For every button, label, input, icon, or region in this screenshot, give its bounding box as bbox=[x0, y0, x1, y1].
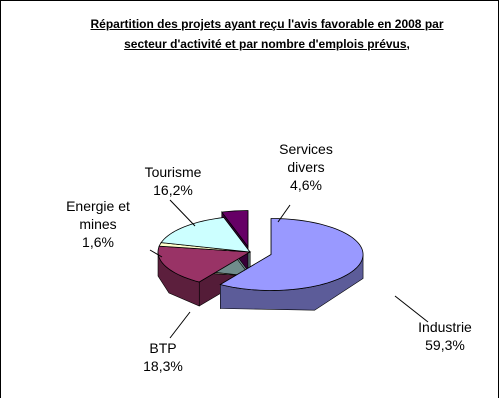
leader-line bbox=[277, 204, 291, 223]
value-label: 59,3% bbox=[425, 337, 465, 353]
leader-line bbox=[394, 295, 429, 323]
leader-line bbox=[169, 199, 196, 227]
category-label: Energie et mines bbox=[66, 198, 130, 232]
leader-line bbox=[149, 249, 163, 258]
slice-label: Energie et mines 1,6% bbox=[48, 197, 148, 251]
category-label: BTP bbox=[149, 340, 177, 356]
slice-label: BTP 18,3% bbox=[123, 339, 203, 375]
slice-label: Services divers 4,6% bbox=[261, 140, 351, 194]
slice bbox=[219, 218, 364, 291]
slice-label: Tourisme 16,2% bbox=[128, 163, 218, 199]
slice bbox=[157, 245, 252, 283]
slice bbox=[160, 217, 251, 253]
chart-title: Répartition des projets ayant reçu l'avi… bbox=[90, 17, 444, 51]
category-label: Industrie bbox=[418, 319, 472, 335]
slice bbox=[221, 210, 249, 248]
category-label: Services divers bbox=[279, 141, 333, 175]
leader-line bbox=[169, 311, 191, 339]
value-label: 4,6% bbox=[290, 177, 322, 193]
value-label: 16,2% bbox=[153, 182, 193, 198]
category-label: Tourisme bbox=[144, 164, 202, 180]
slice-label: Industrie 59,3% bbox=[395, 318, 495, 354]
value-label: 18,3% bbox=[143, 358, 183, 374]
value-label: 1,6% bbox=[82, 234, 114, 250]
